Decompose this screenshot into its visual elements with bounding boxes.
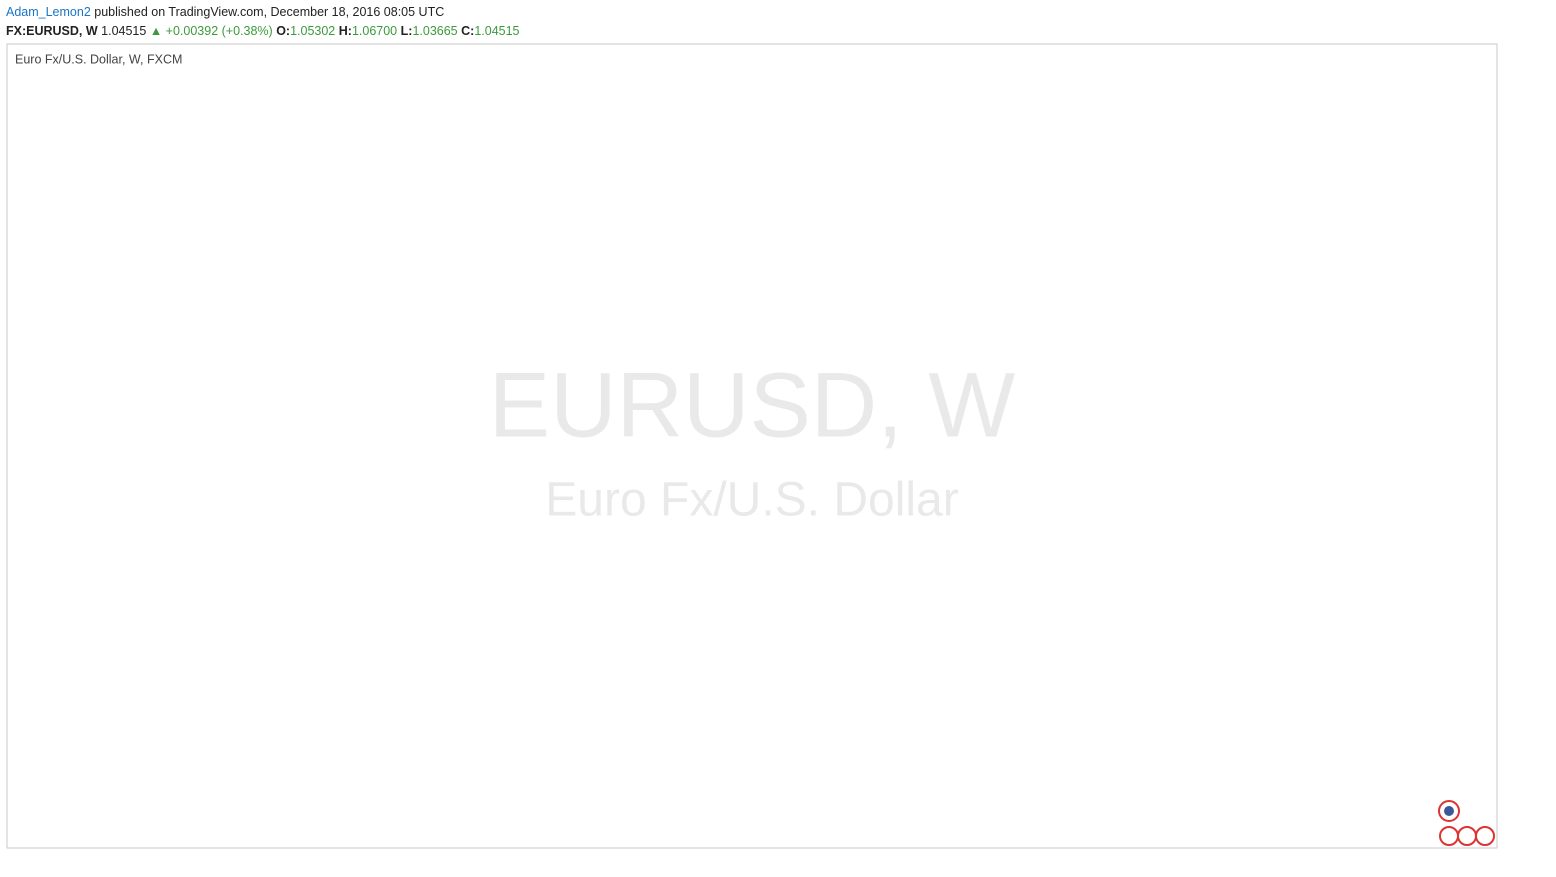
icon [1457, 826, 1477, 846]
last-price: 1.04515 [101, 24, 147, 38]
published: published on TradingView.com, December 1… [94, 5, 445, 19]
ohlc-key: O: [276, 24, 291, 38]
ohlc-value: 1.05302 [290, 24, 336, 38]
ohlc-key: L: [400, 24, 413, 38]
legend: Euro Fx/U.S. Dollar, W, FXCM [15, 52, 182, 66]
icon [1475, 826, 1495, 846]
icon [1439, 826, 1459, 846]
symbol-line: FX:EURUSD, W 1.04515 ▲ +0.00392 (+0.38%)… [6, 22, 520, 41]
ohlc-key: C: [461, 24, 475, 38]
header: Adam_Lemon2 published on TradingView.com… [6, 3, 520, 41]
plot-frame [6, 43, 1498, 849]
watermark-symbol: EURUSD, W [489, 354, 1016, 456]
symbol: FX:EURUSD, W [6, 24, 98, 38]
toolbar-icons [1438, 800, 1495, 846]
ohlc-value: 1.06700 [351, 24, 398, 38]
ohlc-key: H: [338, 24, 352, 38]
watermark-description: Euro Fx/U.S. Dollar [545, 474, 958, 527]
publish-line: Adam_Lemon2 published on TradingView.com… [6, 3, 520, 22]
ohlc: O:1.05302 H:1.06700 L:1.03665 C:1.04515 [276, 24, 519, 38]
icon [1444, 806, 1454, 816]
ohlc-value: 1.04515 [474, 24, 520, 38]
watermark: EURUSD, W Euro Fx/U.S. Dollar [489, 354, 1016, 526]
ohlc-value: 1.03665 [412, 24, 458, 38]
author[interactable]: Adam_Lemon2 [6, 5, 91, 19]
change: ▲ +0.00392 (+0.38%) [149, 24, 273, 38]
